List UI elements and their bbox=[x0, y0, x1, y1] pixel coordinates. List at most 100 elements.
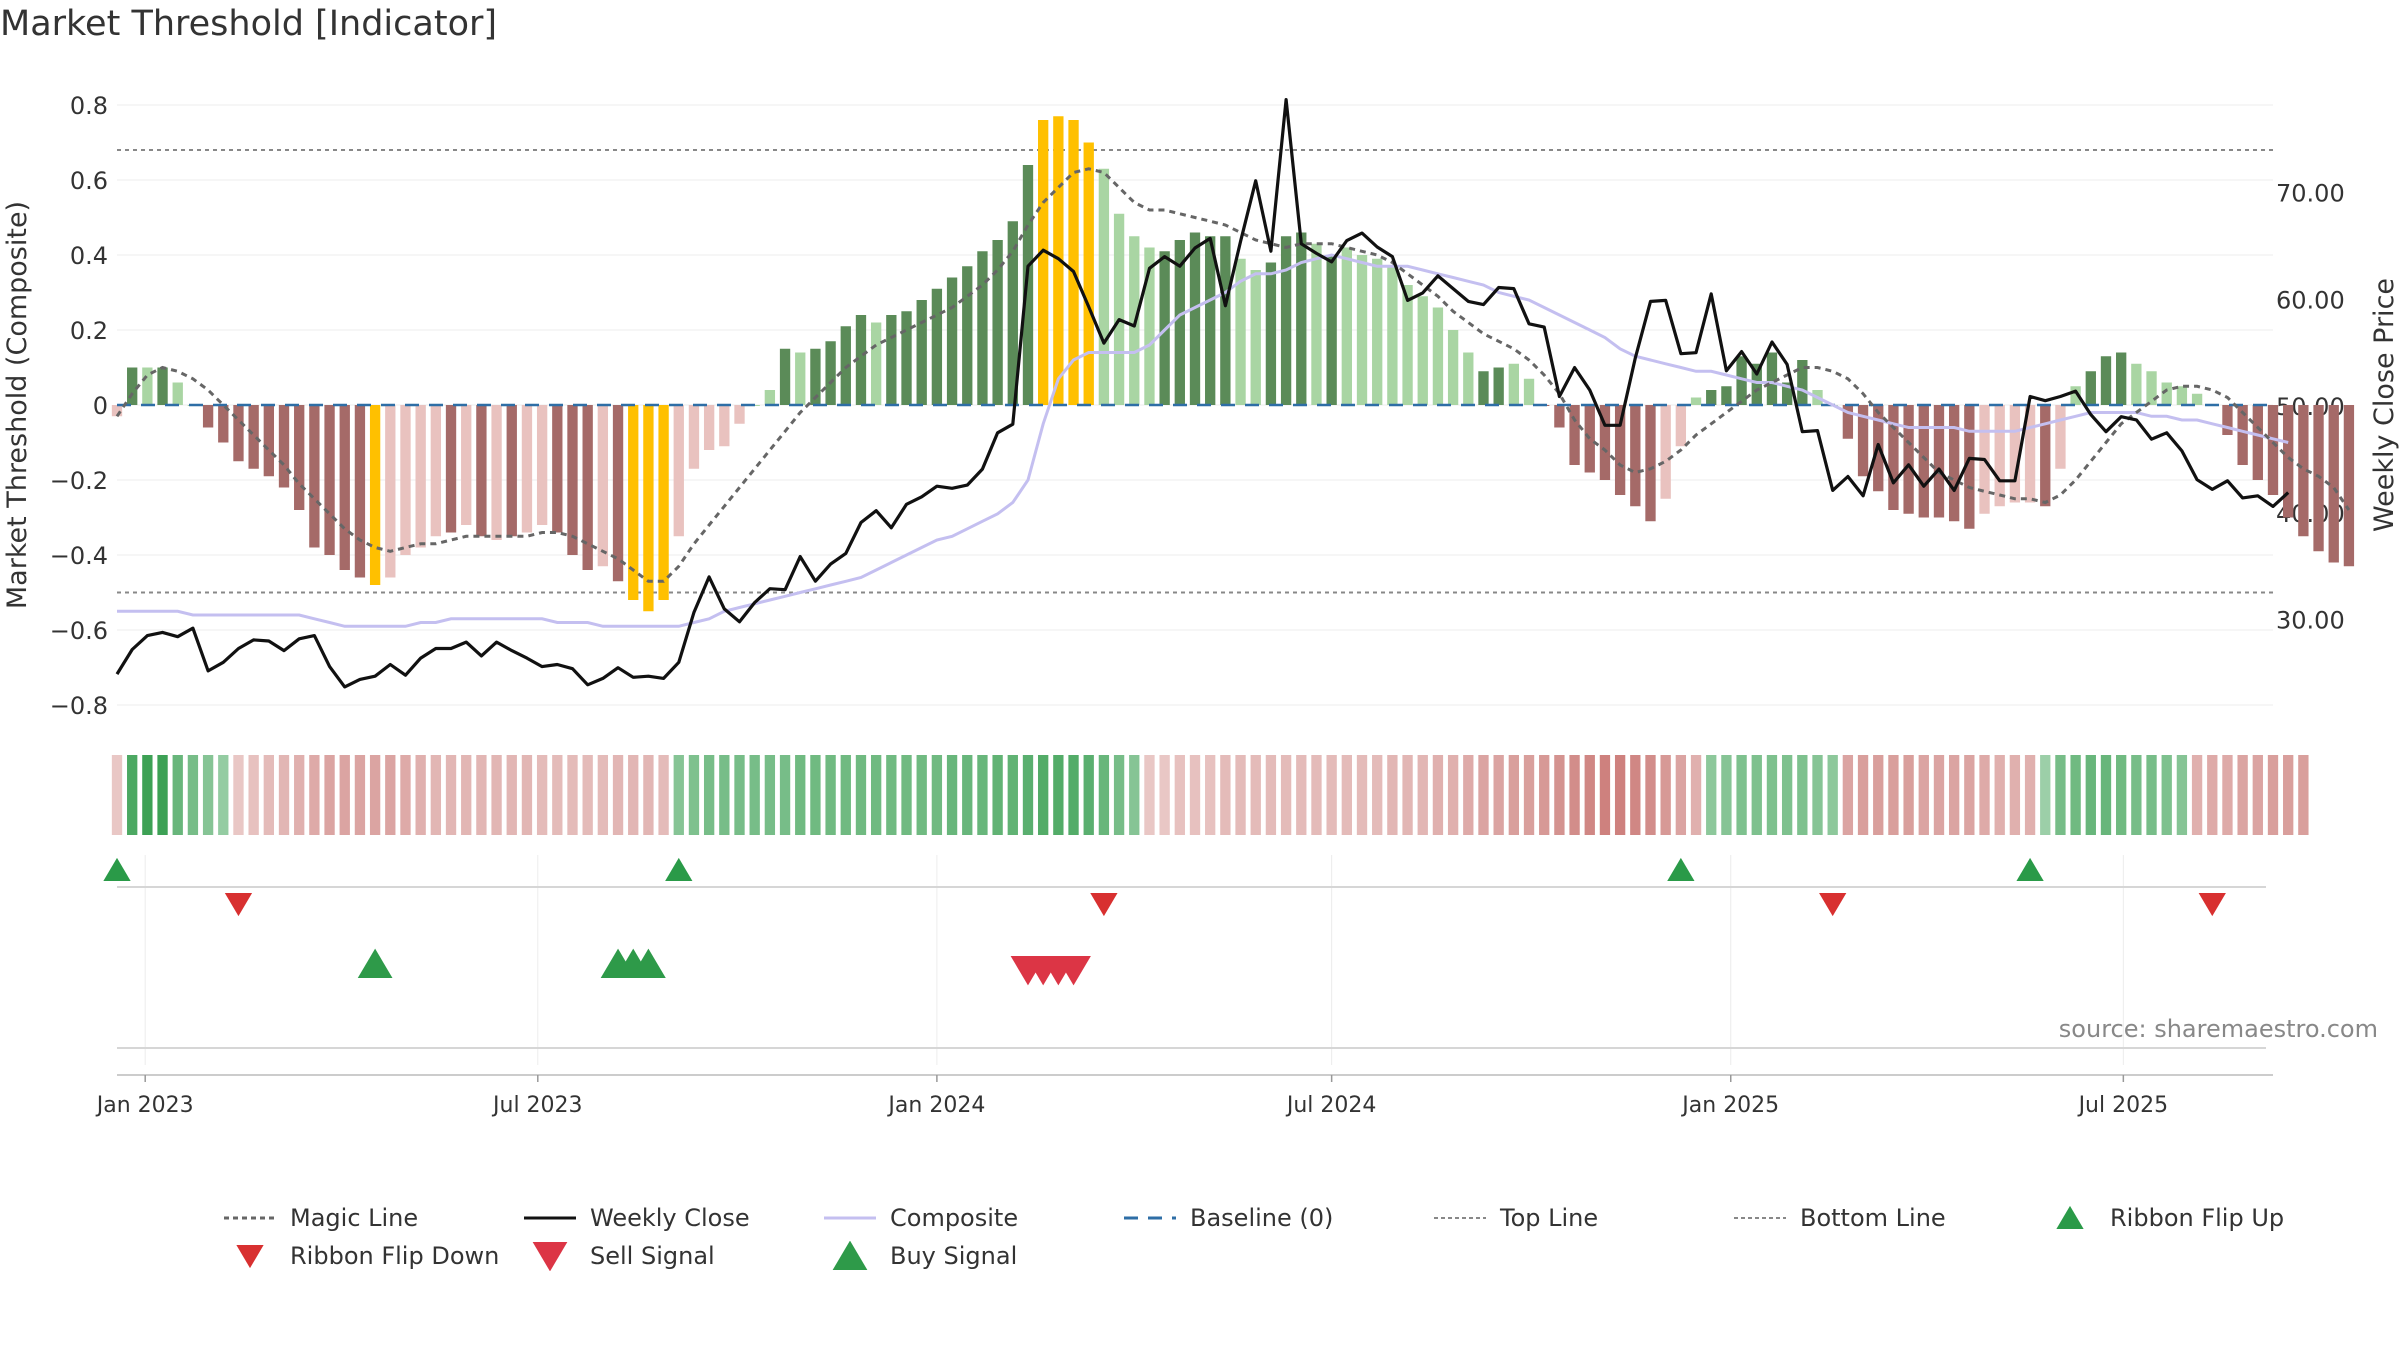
threshold-bar bbox=[582, 405, 593, 570]
threshold-bar bbox=[1417, 296, 1428, 405]
ribbon-cell bbox=[445, 755, 457, 835]
y-tick-label: 0 bbox=[93, 392, 108, 420]
ribbon-cell bbox=[719, 755, 730, 835]
legend-swatch-composite bbox=[824, 1216, 876, 1220]
threshold-bar bbox=[1523, 378, 1535, 405]
threshold-bar bbox=[688, 405, 700, 469]
ribbon-cell bbox=[1447, 755, 1459, 835]
threshold-bar bbox=[992, 240, 1003, 405]
threshold-bar bbox=[597, 405, 609, 567]
threshold-bar bbox=[1584, 405, 1595, 473]
threshold-bar bbox=[415, 405, 426, 548]
y-tick-label: 0.8 bbox=[70, 92, 108, 120]
threshold-bar bbox=[1599, 405, 1611, 480]
ribbon-cell bbox=[855, 755, 867, 835]
threshold-bar bbox=[461, 405, 472, 525]
threshold-bar bbox=[1508, 363, 1520, 405]
ribbon-cell bbox=[1614, 755, 1626, 835]
ribbon-cell bbox=[1280, 755, 1292, 835]
ribbon-cell bbox=[1979, 755, 1990, 835]
threshold-bar bbox=[2085, 371, 2096, 405]
ribbon-cell bbox=[673, 755, 684, 835]
ribbon-cell bbox=[962, 755, 973, 835]
threshold-bar bbox=[1888, 405, 1899, 510]
legend-swatch-mark bbox=[2056, 1205, 2084, 1229]
threshold-bar bbox=[202, 405, 214, 428]
ribbon-cell bbox=[1721, 755, 1732, 835]
legend-item-baseline: Baseline (0) bbox=[1120, 1200, 1333, 1236]
threshold-bar bbox=[1614, 405, 1626, 495]
legend-swatch-magic bbox=[224, 1216, 276, 1220]
ribbon-cell bbox=[628, 755, 639, 835]
threshold-bar bbox=[278, 405, 290, 488]
threshold-bar bbox=[1113, 213, 1125, 405]
threshold-bar bbox=[1007, 221, 1018, 405]
threshold-bar bbox=[1721, 386, 1732, 405]
ribbon-cell bbox=[324, 755, 335, 835]
threshold-bar bbox=[795, 352, 806, 405]
threshold-bar bbox=[1174, 240, 1185, 405]
threshold-bar bbox=[1326, 255, 1337, 405]
ribbon-cell bbox=[2283, 755, 2294, 835]
ribbon-cell bbox=[1645, 755, 1656, 835]
y-tick-label: −0.4 bbox=[50, 542, 108, 570]
threshold-bar bbox=[2131, 363, 2142, 405]
threshold-bar bbox=[1857, 405, 1869, 477]
threshold-bar bbox=[294, 405, 305, 510]
buy-signal-marker bbox=[357, 948, 393, 978]
ribbon-cell bbox=[1417, 755, 1428, 835]
ribbon-cell bbox=[946, 755, 958, 835]
ribbon-cell bbox=[870, 755, 882, 835]
ribbon-cell bbox=[1205, 755, 1216, 835]
legend-item-buy: Buy Signal bbox=[820, 1238, 1017, 1274]
threshold-bar bbox=[2252, 405, 2263, 480]
y2-axis-title: Weekly Close Price bbox=[2369, 278, 2400, 532]
legend-label: Composite bbox=[890, 1204, 1019, 1232]
ribbon-cell bbox=[2024, 755, 2036, 835]
threshold-bar bbox=[962, 266, 973, 405]
ribbon-cell bbox=[415, 755, 426, 835]
threshold-bar bbox=[1205, 236, 1216, 405]
threshold-bar bbox=[1356, 255, 1368, 405]
y-tick-label: 0.6 bbox=[70, 167, 108, 195]
ribbon-cell bbox=[977, 755, 988, 835]
ribbon-cell bbox=[294, 755, 305, 835]
ribbon-cell bbox=[1129, 755, 1140, 835]
threshold-bar bbox=[1432, 307, 1444, 405]
ribbon-cell bbox=[1265, 755, 1277, 835]
threshold-bar bbox=[764, 390, 776, 405]
ribbon-cell bbox=[658, 755, 669, 835]
legend-label: Sell Signal bbox=[590, 1242, 715, 1270]
legend-item-flip_down: Ribbon Flip Down bbox=[220, 1238, 499, 1274]
x-tick-label: Jan 2023 bbox=[95, 1093, 194, 1118]
threshold-bar bbox=[643, 405, 654, 612]
threshold-bar bbox=[233, 405, 244, 462]
threshold-bar bbox=[886, 315, 897, 405]
threshold-bar bbox=[1296, 232, 1307, 405]
ribbon-cell bbox=[127, 755, 138, 835]
ribbon-flip-up-marker bbox=[2016, 857, 2044, 881]
ribbon-flip-up-marker bbox=[665, 857, 693, 881]
threshold-bar bbox=[2116, 352, 2127, 405]
ribbon-cell bbox=[1508, 755, 1520, 835]
ribbon-cell bbox=[2100, 755, 2112, 835]
threshold-bar bbox=[1675, 405, 1687, 447]
threshold-bar bbox=[870, 322, 882, 405]
ribbon-cell bbox=[886, 755, 897, 835]
threshold-bar bbox=[1463, 352, 1474, 405]
threshold-bar bbox=[1781, 382, 1793, 405]
ribbon-cell bbox=[1326, 755, 1337, 835]
threshold-bar bbox=[2267, 405, 2279, 495]
threshold-bar bbox=[1341, 247, 1352, 405]
ribbon-cell bbox=[779, 755, 791, 835]
ribbon-cell bbox=[1827, 755, 1838, 835]
ribbon-cell bbox=[2191, 755, 2203, 835]
threshold-bar bbox=[1022, 165, 1034, 405]
threshold-bar bbox=[1083, 142, 1094, 405]
y-axis-title: Market Threshold (Composite) bbox=[2, 201, 33, 609]
threshold-bar bbox=[2161, 382, 2172, 405]
composite-line bbox=[117, 253, 2289, 628]
ribbon-cell bbox=[1964, 755, 1975, 835]
ribbon-cell bbox=[810, 755, 821, 835]
x-tick-label: Jan 2024 bbox=[886, 1093, 985, 1118]
